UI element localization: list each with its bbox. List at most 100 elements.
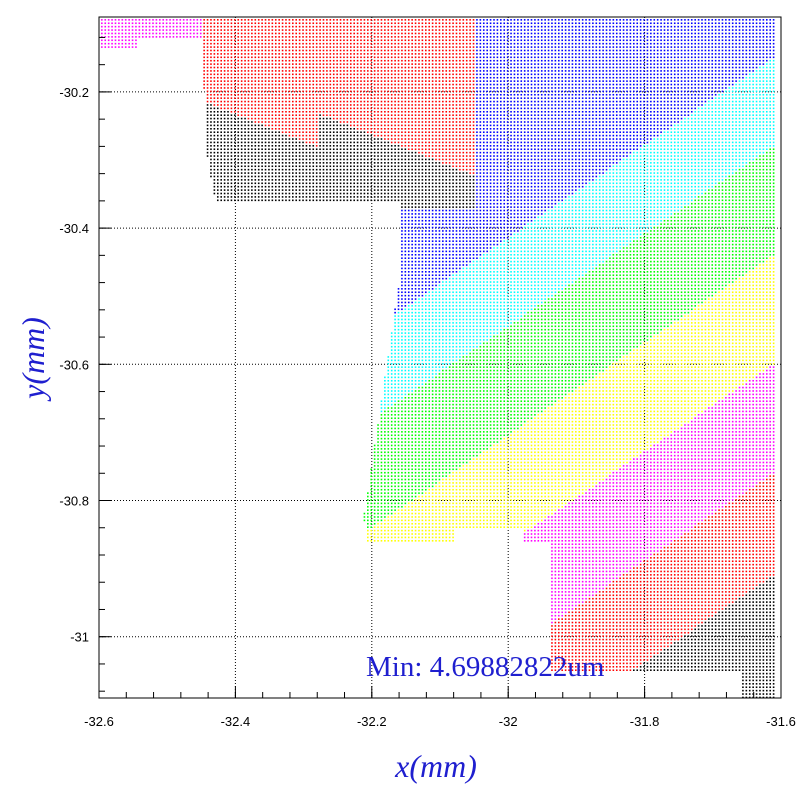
data-point	[203, 87, 205, 89]
data-point	[773, 43, 775, 45]
data-point	[711, 19, 713, 21]
data-point	[357, 43, 359, 45]
data-point	[636, 39, 638, 41]
data-point	[367, 29, 369, 31]
data-point	[619, 19, 621, 21]
data-point	[435, 33, 437, 35]
data-point	[265, 19, 267, 21]
data-point	[449, 46, 451, 48]
data-point	[227, 94, 229, 96]
data-point	[483, 74, 485, 76]
data-point	[486, 80, 488, 82]
data-point	[237, 50, 239, 52]
data-point	[568, 108, 570, 110]
data-point	[684, 26, 686, 28]
data-point	[330, 101, 332, 103]
data-point	[214, 26, 216, 28]
data-point	[323, 108, 325, 110]
data-point	[473, 94, 475, 96]
data-point	[347, 43, 349, 45]
data-point	[336, 91, 338, 93]
data-point	[507, 84, 509, 86]
data-point	[636, 46, 638, 48]
data-point	[507, 97, 509, 99]
data-point	[224, 46, 226, 48]
data-point	[677, 39, 679, 41]
data-point	[578, 46, 580, 48]
data-point	[104, 46, 106, 48]
data-point	[735, 43, 737, 45]
data-point	[333, 39, 335, 41]
data-point	[428, 108, 430, 110]
data-point	[387, 77, 389, 79]
data-point	[275, 53, 277, 55]
data-point	[746, 94, 748, 96]
data-point	[254, 91, 256, 93]
data-point	[555, 77, 557, 79]
data-point	[220, 91, 222, 93]
data-point	[527, 43, 529, 45]
data-point	[572, 94, 574, 96]
data-point	[309, 50, 311, 52]
data-point	[698, 29, 700, 31]
data-point	[377, 43, 379, 45]
data-point	[527, 60, 529, 62]
data-point	[401, 33, 403, 35]
data-point	[708, 46, 710, 48]
data-point	[299, 26, 301, 28]
data-point	[623, 67, 625, 69]
data-point	[343, 56, 345, 58]
data-point	[384, 46, 386, 48]
data-point	[759, 43, 761, 45]
data-point	[609, 111, 611, 113]
data-point	[749, 87, 751, 89]
data-point	[541, 97, 543, 99]
data-point	[442, 80, 444, 82]
data-point	[486, 108, 488, 110]
data-point	[343, 29, 345, 31]
data-point	[272, 111, 274, 113]
data-point	[548, 63, 550, 65]
data-point	[353, 56, 355, 58]
data-point	[442, 77, 444, 79]
data-point	[415, 43, 417, 45]
data-point	[759, 50, 761, 52]
data-point	[548, 50, 550, 52]
data-point	[258, 97, 260, 99]
data-point	[254, 87, 256, 89]
data-point	[364, 26, 366, 28]
data-point	[449, 97, 451, 99]
data-point	[473, 46, 475, 48]
data-point	[701, 97, 703, 99]
data-point	[459, 50, 461, 52]
data-point	[483, 43, 485, 45]
data-point	[210, 26, 212, 28]
data-point	[688, 111, 690, 113]
data-point	[336, 77, 338, 79]
data-point	[517, 56, 519, 58]
data-point	[742, 74, 744, 76]
data-point	[640, 29, 642, 31]
data-point	[258, 77, 260, 79]
data-point	[613, 50, 615, 52]
data-point	[435, 94, 437, 96]
data-point	[176, 29, 178, 31]
data-point	[561, 80, 563, 82]
data-point	[432, 43, 434, 45]
data-point	[442, 108, 444, 110]
data-point	[272, 114, 274, 116]
data-point	[749, 56, 751, 58]
data-point	[589, 101, 591, 103]
data-point	[323, 104, 325, 106]
data-point	[551, 22, 553, 24]
data-point	[746, 74, 748, 76]
data-point	[398, 53, 400, 55]
data-point	[742, 56, 744, 58]
data-point	[353, 36, 355, 38]
data-point	[548, 22, 550, 24]
data-point	[340, 46, 342, 48]
data-point	[312, 60, 314, 62]
data-point	[671, 22, 673, 24]
data-point	[763, 111, 765, 113]
data-point	[503, 43, 505, 45]
